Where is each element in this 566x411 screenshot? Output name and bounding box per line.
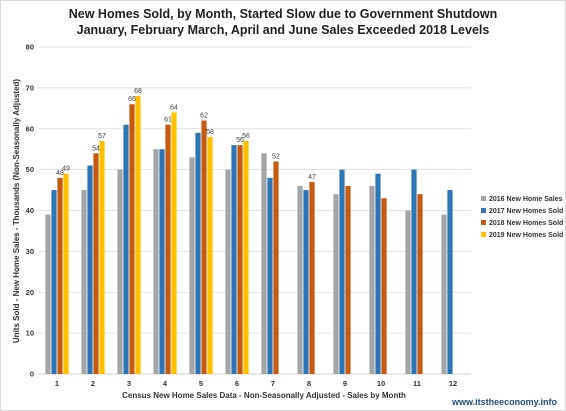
bar (333, 194, 339, 374)
x-tick-label: 8 (307, 379, 311, 388)
legend: 2016 New Home Sales 2017 New Homes Sold 20… (481, 196, 563, 239)
bar (273, 161, 279, 374)
chart-subtitle: January, February March, April and June … (77, 23, 490, 37)
x-tick-label: 2 (91, 379, 95, 388)
data-label: 68 (134, 88, 142, 95)
x-tick-label: 1 (55, 379, 59, 388)
bar (309, 181, 315, 374)
x-tick-label: 10 (377, 379, 385, 388)
data-label: 57 (98, 133, 106, 140)
gridlines (39, 46, 471, 375)
bar (117, 169, 123, 374)
bar (123, 124, 129, 374)
legend-swatch (481, 196, 486, 201)
chart-title: New Homes Sold, by Month, Started Slow d… (69, 7, 498, 21)
data-label: 56 (242, 133, 250, 140)
data-label: 64 (170, 104, 178, 111)
legend-swatch (481, 220, 486, 225)
data-label: 52 (272, 153, 280, 160)
data-label: 48 (56, 170, 64, 177)
bar (369, 185, 375, 374)
bar (165, 124, 171, 374)
bar (441, 214, 447, 374)
y-axis-title: Units Sold - New Home Sales - Thousands … (12, 79, 21, 344)
bar (189, 157, 195, 374)
bar (63, 173, 69, 374)
legend-label: 2018 New Homes Sold (489, 220, 563, 227)
data-label: 66 (128, 96, 136, 103)
legend-swatch (481, 208, 486, 213)
bar (129, 104, 135, 374)
bar (417, 194, 423, 374)
x-tick-label: 11 (413, 379, 421, 388)
bar (231, 145, 237, 374)
data-label: 47 (308, 174, 316, 181)
y-tick-label: 50 (26, 165, 34, 174)
y-axis-ticks: 0 10 20 30 40 50 60 70 80 (26, 43, 34, 379)
y-tick-label: 0 (30, 370, 34, 379)
data-label: 58 (206, 129, 214, 136)
bar (153, 149, 159, 374)
legend-label: 2016 New Home Sales (489, 196, 563, 203)
bar (135, 96, 141, 375)
data-label: 54 (92, 145, 100, 152)
y-tick-label: 30 (26, 247, 34, 256)
data-label: 62 (200, 113, 208, 120)
x-axis-ticks: 1 2 3 4 5 6 7 8 9 10 11 12 (55, 379, 457, 388)
y-tick-label: 80 (26, 43, 34, 52)
bars (45, 96, 453, 375)
bar (411, 169, 417, 374)
y-tick-label: 20 (26, 288, 34, 297)
bar (261, 153, 267, 374)
bar (93, 153, 99, 374)
data-label: 56 (236, 137, 244, 144)
bar (381, 198, 387, 374)
bar (447, 190, 453, 374)
bar (303, 190, 309, 374)
bar (297, 185, 303, 374)
legend-label: 2019 New Homes Sold (489, 232, 563, 239)
bar (51, 190, 57, 374)
bar (405, 210, 411, 374)
bar (159, 149, 165, 374)
y-tick-label: 60 (26, 124, 34, 133)
bar (339, 169, 345, 374)
bar (267, 177, 273, 374)
bar (171, 112, 177, 375)
x-tick-label: 7 (271, 379, 275, 388)
x-tick-label: 12 (449, 379, 457, 388)
bar (345, 185, 351, 374)
bar (201, 120, 207, 374)
data-label: 49 (62, 166, 70, 173)
legend-label: 2017 New Homes Sold (489, 208, 563, 215)
bar (99, 141, 105, 374)
bar (207, 136, 213, 374)
y-tick-label: 10 (26, 329, 34, 338)
bar (57, 177, 63, 374)
legend-swatch (481, 232, 486, 237)
x-tick-label: 3 (127, 379, 131, 388)
y-tick-label: 70 (26, 83, 34, 92)
bar (87, 165, 93, 374)
bar (195, 132, 201, 374)
bar (45, 214, 51, 374)
x-tick-label: 5 (199, 379, 203, 388)
x-tick-label: 9 (343, 379, 347, 388)
x-tick-label: 4 (163, 379, 168, 388)
x-axis-title: Census New Home Sales Data - Non-Seasona… (122, 391, 406, 400)
bar (237, 145, 243, 374)
bar (225, 169, 231, 374)
y-tick-label: 40 (26, 206, 34, 215)
bar (81, 190, 87, 374)
watermark-url: www.itstheeconomy.info (451, 397, 558, 407)
data-label: 61 (164, 117, 172, 124)
bar (375, 173, 381, 374)
x-tick-label: 6 (235, 379, 239, 388)
bar (243, 141, 249, 374)
